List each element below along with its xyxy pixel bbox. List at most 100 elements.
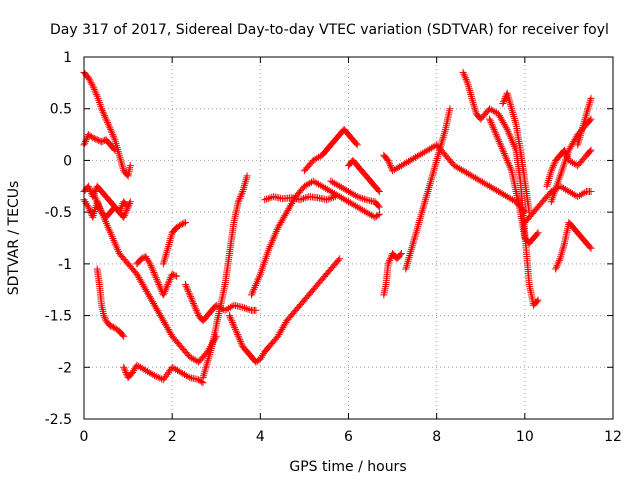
data-point: [136, 364, 138, 366]
data-point: [167, 247, 169, 249]
data-point: [506, 159, 508, 161]
data-series-28: [574, 94, 595, 149]
data-point: [136, 263, 138, 265]
data-point: [330, 190, 332, 193]
data-point: [321, 278, 323, 280]
data-point: [87, 206, 89, 208]
data-point: [339, 134, 341, 136]
data-point: [118, 211, 120, 213]
chart-title: Day 317 of 2017, Sidereal Day-to-day VTE…: [50, 22, 609, 38]
data-point: [246, 351, 248, 353]
data-point: [246, 175, 248, 177]
series-markers: [486, 115, 542, 247]
data-point: [145, 289, 147, 291]
tick-layer: 0 2 4 6 8 10 12 -2.5 -2 -1.5 -1 -0.5 0 0.5 1: [45, 50, 622, 445]
data-series-7: [89, 188, 220, 366]
data-point: [308, 196, 310, 198]
data-point: [184, 283, 186, 286]
data-point: [325, 199, 328, 201]
data-point: [343, 128, 345, 130]
y-tick-label: 0: [63, 153, 72, 169]
data-point: [92, 85, 94, 87]
data-point: [321, 185, 323, 187]
data-point: [392, 170, 394, 172]
series-markers: [380, 141, 529, 216]
data-point: [347, 134, 350, 136]
data-point: [378, 206, 380, 208]
data-point: [105, 320, 107, 322]
data-point: [400, 252, 402, 255]
data-point: [162, 294, 164, 296]
data-point: [123, 216, 125, 218]
x-tick-label: 10: [516, 429, 534, 445]
data-series-6: [120, 361, 207, 387]
data-point: [255, 309, 257, 311]
data-point: [242, 306, 244, 308]
series-markers: [80, 69, 134, 180]
data-point: [506, 196, 508, 198]
data-point: [193, 304, 195, 306]
data-point: [127, 263, 129, 265]
x-tick-label: 6: [344, 429, 353, 445]
data-point: [550, 201, 552, 203]
data-point: [295, 196, 297, 198]
data-point: [198, 315, 200, 317]
data-point: [105, 196, 107, 198]
data-point: [145, 369, 147, 371]
data-series-18: [380, 250, 405, 299]
data-point: [220, 304, 222, 306]
data-point: [242, 190, 244, 193]
data-point: [356, 165, 358, 167]
data-point: [440, 144, 442, 146]
data-point: [365, 175, 367, 177]
data-point: [264, 351, 266, 353]
data-point: [198, 379, 200, 381]
data-point: [418, 154, 420, 156]
data-point: [339, 196, 341, 198]
x-tick-label: 0: [80, 429, 89, 445]
data-point: [198, 361, 200, 363]
data-point: [528, 242, 530, 244]
data-point: [129, 201, 131, 203]
data-point: [436, 144, 438, 146]
data-point: [87, 134, 89, 136]
data-point: [528, 211, 530, 213]
y-tick-label: -2.5: [45, 412, 72, 428]
data-point: [215, 325, 217, 327]
data-point: [502, 149, 504, 151]
data-point: [378, 213, 380, 215]
data-series-12: [226, 255, 344, 366]
series-markers: [521, 182, 595, 226]
data-point: [577, 165, 579, 167]
data-point: [409, 159, 411, 161]
data-point: [515, 149, 517, 151]
data-point: [436, 159, 438, 161]
data-point: [158, 283, 160, 286]
data-point: [295, 309, 297, 311]
data-point: [568, 190, 570, 193]
data-point: [101, 211, 103, 213]
data-point: [590, 149, 592, 151]
data-point: [123, 170, 125, 172]
y-tick-label: -1: [58, 257, 72, 273]
data-layer: [80, 69, 595, 387]
data-point: [511, 108, 513, 110]
series-markers: [120, 361, 207, 387]
data-point: [180, 224, 182, 226]
data-point: [585, 190, 588, 193]
data-point: [101, 108, 103, 110]
data-point: [228, 315, 231, 317]
x-tick-label: 12: [604, 429, 622, 445]
data-point: [109, 211, 112, 213]
data-point: [114, 206, 116, 208]
data-point: [339, 258, 341, 260]
data-series-9: [159, 219, 189, 268]
data-point: [242, 346, 244, 348]
data-point: [312, 289, 314, 291]
data-point: [590, 247, 592, 249]
data-point: [524, 221, 526, 224]
data-point: [145, 256, 147, 258]
data-point: [303, 299, 305, 301]
data-point: [519, 180, 522, 182]
data-point: [114, 327, 116, 329]
